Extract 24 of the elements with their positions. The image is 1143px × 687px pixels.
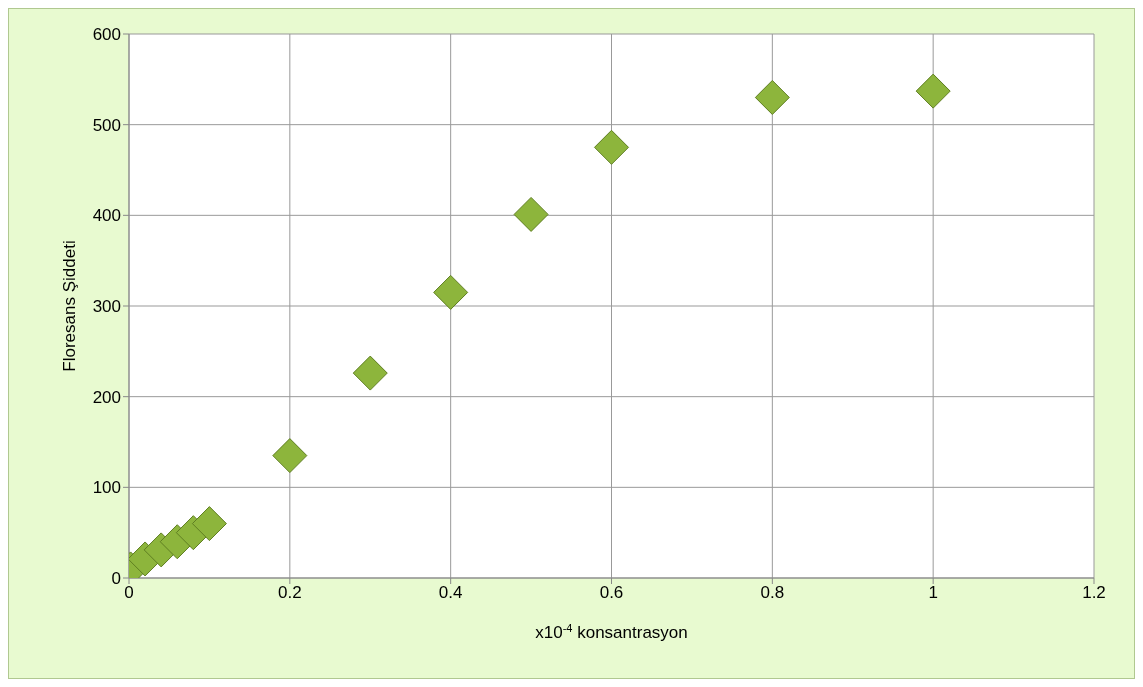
point [433,274,469,310]
x-tick-label: 0.6 [599,583,624,603]
point [191,506,227,542]
point [513,196,549,232]
y-tick-label: 500 [92,115,121,135]
x-tick-label: 0.2 [278,583,302,603]
y-tick-label: 400 [92,206,121,226]
point [594,129,629,165]
x-tick-label: 0 [124,583,134,603]
y-tick-label: 200 [92,387,121,407]
point [915,73,951,109]
x-tick-label: 1.2 [1082,583,1106,603]
y-tick-label: 600 [92,25,121,45]
y-tick-label: 100 [92,478,121,498]
x-tick-label: 1 [928,583,938,603]
x-tick-label: 0.8 [760,583,785,603]
point [754,79,790,115]
y-tick-label: 300 [92,297,121,317]
x-tick-label: 0.4 [438,583,463,603]
y-axis-title: Floresans Şiddeti [60,240,80,372]
point [352,355,388,391]
point [272,438,308,474]
x-axis-title: x10$^{-4}$ konsantrasyon [535,622,688,642]
y-tick-label: 0 [111,569,121,589]
